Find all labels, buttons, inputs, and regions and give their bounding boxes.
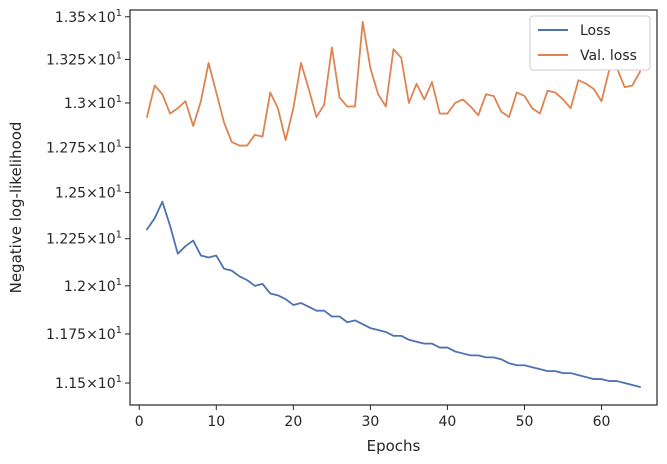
legend-label-loss: Loss	[580, 23, 611, 39]
x-tick-label: 40	[439, 414, 457, 430]
x-tick-label: 50	[516, 414, 534, 430]
x-tick-label: 60	[593, 414, 611, 430]
x-tick-label: 0	[135, 414, 144, 430]
y-tick-label: 1.15×101	[55, 374, 122, 392]
y-tick-label: 1.35×101	[55, 8, 122, 26]
y-tick-label: 1.175×101	[46, 325, 122, 343]
x-tick-label: 30	[361, 414, 379, 430]
y-tick-label: 1.3×101	[64, 94, 122, 112]
series-line-loss	[146, 200, 641, 388]
x-tick-label: 10	[207, 414, 225, 430]
y-axis-label: Negative log-likelihood	[7, 122, 25, 294]
y-tick-label: 1.225×101	[46, 230, 122, 248]
series-layer	[146, 20, 641, 388]
y-tick-label: 1.2×101	[64, 277, 122, 295]
x-tick-label: 20	[284, 414, 302, 430]
y-tick-label: 1.325×101	[46, 50, 122, 68]
y-tick-label: 1.25×101	[55, 184, 122, 202]
ticks-layer: 0 10 20 30 40 50 60 1.15×101 1.175×101 1.2×101 1.2…	[46, 8, 610, 430]
plot-frame	[129, 9, 658, 406]
legend-label-val-loss: Val. loss	[580, 48, 637, 64]
y-tick-label: 1.275×101	[46, 138, 122, 156]
legend: Loss Val. loss	[529, 15, 651, 71]
series-line-val-loss	[146, 20, 641, 147]
x-axis-label: Epochs	[367, 437, 421, 455]
